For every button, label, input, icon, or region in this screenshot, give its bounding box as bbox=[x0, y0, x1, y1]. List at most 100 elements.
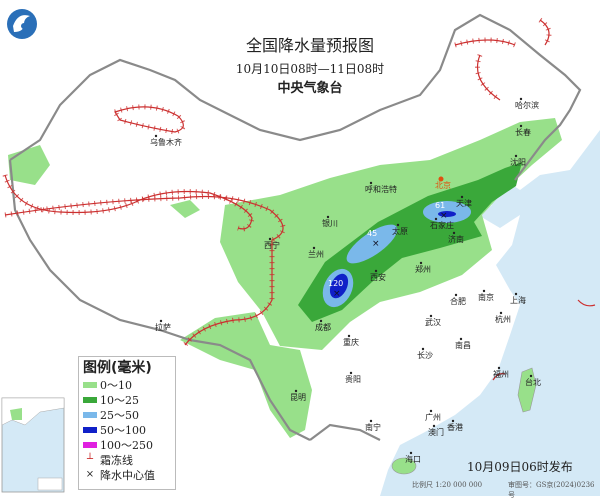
city-label: 兰州 bbox=[308, 249, 324, 259]
map-time-range: 10月10日08时—11日08时 bbox=[235, 62, 385, 76]
city-marker: 合肥 bbox=[450, 293, 466, 306]
city-label: 澳门 bbox=[428, 427, 444, 437]
city-label: 拉萨 bbox=[155, 322, 171, 332]
city-label: 济南 bbox=[448, 234, 464, 244]
city-label: 长沙 bbox=[417, 350, 433, 360]
city-dot-icon bbox=[514, 154, 518, 158]
rain-area-0-10 bbox=[170, 200, 200, 218]
city-label: 西安 bbox=[370, 272, 386, 282]
city-dot-icon bbox=[451, 419, 455, 423]
city-label: 成都 bbox=[315, 322, 331, 332]
city-dot-icon bbox=[459, 337, 463, 341]
city-dot-icon bbox=[154, 134, 158, 138]
rain-center-value: 120 bbox=[328, 279, 343, 288]
legend-item: × 降水中心值 bbox=[83, 467, 171, 482]
city-marker: 杭州 bbox=[495, 311, 511, 324]
city-marker: 西宁 bbox=[264, 237, 280, 250]
city-marker: 重庆 bbox=[343, 334, 359, 347]
city-label: 武汉 bbox=[425, 317, 441, 327]
hainan-island bbox=[391, 457, 417, 475]
legend-label: 0～10 bbox=[100, 378, 132, 392]
map-approval-code: 审图号：GS京(2024)0236号 bbox=[508, 481, 595, 499]
city-label: 上海 bbox=[510, 295, 526, 305]
city-dot-icon bbox=[349, 371, 353, 375]
city-marker: 武汉 bbox=[425, 314, 441, 327]
city-marker: 兰州 bbox=[308, 246, 324, 259]
china-border bbox=[8, 13, 582, 441]
city-marker: 贵阳 bbox=[345, 371, 361, 384]
city-marker: 澳门 bbox=[428, 424, 444, 437]
frost-line-icon: ┴ bbox=[86, 454, 94, 465]
city-dot-icon bbox=[421, 347, 425, 351]
city-label: 合肥 bbox=[450, 296, 466, 306]
city-dot-icon bbox=[268, 237, 272, 241]
legend-swatch bbox=[83, 411, 97, 418]
rain-area-10-25 bbox=[298, 162, 522, 322]
legend-label: 降水中心值 bbox=[100, 468, 155, 482]
legend-label: 10～25 bbox=[100, 393, 139, 407]
city-marker: 呼和浩特 bbox=[365, 181, 397, 194]
legend-item: 100～250 bbox=[83, 437, 171, 452]
city-marker: 海口 bbox=[405, 451, 421, 464]
legend-swatch bbox=[83, 396, 97, 403]
legend: 图例(毫米) 0～10 10～25 25～50 50～100 100～250 ┴… bbox=[78, 356, 176, 490]
city-dot-icon bbox=[429, 409, 433, 413]
rain-center-value: 61 bbox=[435, 201, 445, 210]
map-scale: 比例尺 1:20 000 000 bbox=[412, 481, 483, 489]
city-dot-icon bbox=[497, 366, 501, 370]
legend-swatch bbox=[83, 381, 97, 388]
title-block: 全国降水量预报图 10月10日08时—11日08时 中央气象台 bbox=[200, 36, 420, 98]
map-issuer: 中央气象台 bbox=[277, 81, 343, 96]
city-dot-icon bbox=[409, 451, 413, 455]
rain-center: 45× bbox=[367, 229, 380, 249]
city-marker: 福州 bbox=[493, 366, 509, 379]
city-label: 北京 bbox=[435, 180, 451, 190]
map-title: 全国降水量预报图 bbox=[245, 36, 374, 55]
legend-item: 50～100 bbox=[83, 422, 171, 437]
city-marker: 哈尔滨 bbox=[515, 97, 539, 110]
legend-item: ┴ 霜冻线 bbox=[83, 452, 171, 467]
city-marker: 广州 bbox=[425, 409, 441, 422]
city-label: 南昌 bbox=[455, 340, 471, 350]
cma-logo-icon bbox=[7, 9, 37, 39]
city-label: 福州 bbox=[493, 370, 509, 379]
city-marker: 台北 bbox=[525, 374, 541, 387]
city-dot-icon bbox=[519, 124, 523, 128]
rain-center-x-icon: × bbox=[333, 289, 341, 299]
city-dot-icon bbox=[419, 261, 423, 265]
city-label: 石家庄 bbox=[430, 220, 454, 230]
city-dot-icon bbox=[326, 215, 330, 219]
city-dot-icon bbox=[396, 223, 400, 227]
legend-title: 图例(毫米) bbox=[83, 360, 152, 376]
city-label: 西宁 bbox=[264, 240, 280, 250]
city-label: 南京 bbox=[478, 292, 494, 302]
legend-item: 25～50 bbox=[83, 407, 171, 422]
taiwan-island bbox=[517, 367, 537, 413]
city-dot-icon bbox=[529, 374, 533, 378]
city-label: 杭州 bbox=[495, 314, 511, 324]
rain-area-50-100 bbox=[329, 273, 349, 299]
city-label: 海口 bbox=[405, 454, 421, 464]
city-marker: 银川 bbox=[322, 215, 338, 228]
city-label: 长春 bbox=[515, 127, 531, 137]
city-dot-icon bbox=[514, 292, 518, 296]
city-marker: 南宁 bbox=[365, 419, 381, 432]
legend-swatch bbox=[83, 426, 97, 433]
legend-swatch bbox=[83, 441, 97, 448]
sea-area bbox=[380, 130, 600, 496]
city-label: 台北 bbox=[525, 377, 541, 387]
city-marker: 成都 bbox=[315, 319, 331, 332]
city-label: 乌鲁木齐 bbox=[150, 137, 182, 147]
city-dot-icon bbox=[369, 419, 373, 423]
city-marker: 天津 bbox=[456, 195, 472, 208]
legend-label: 25～50 bbox=[100, 408, 139, 422]
capital-star-icon bbox=[438, 176, 444, 182]
city-dot-icon bbox=[434, 217, 438, 221]
rain-area-50-100 bbox=[438, 211, 456, 217]
city-marker: 香港 bbox=[447, 419, 463, 432]
city-marker: 拉萨 bbox=[155, 319, 171, 332]
rain-area-25-50 bbox=[346, 224, 398, 264]
city-label: 沈阳 bbox=[510, 157, 526, 167]
city-dot-icon bbox=[374, 269, 378, 273]
frost-lines bbox=[2, 17, 596, 381]
